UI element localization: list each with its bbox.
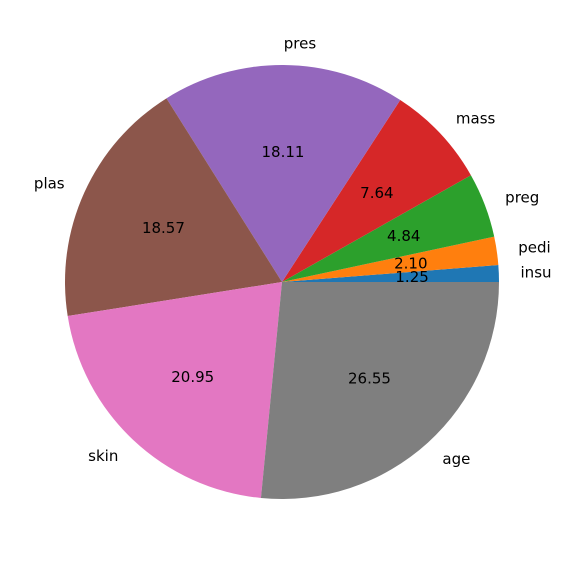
value-label-insu: 1.25 bbox=[395, 268, 428, 286]
category-label-pres: pres bbox=[284, 34, 317, 52]
pie-slice-insu bbox=[282, 264, 499, 282]
pie-slice-preg bbox=[282, 175, 495, 282]
pie-slices bbox=[64, 65, 499, 499]
pie-slice-age bbox=[260, 282, 499, 499]
category-label-preg: preg bbox=[505, 188, 539, 206]
category-label-plas: plas bbox=[34, 174, 65, 192]
category-label-skin: skin bbox=[88, 447, 118, 465]
value-labels: 1.252.10 4.84 7.64 18.11 18.57 20.95 26.55 bbox=[142, 143, 429, 388]
value-label-pres: 18.11 bbox=[261, 143, 304, 161]
value-label-preg: 4.84 bbox=[387, 227, 420, 245]
value-label-age: 26.55 bbox=[348, 369, 391, 387]
pie-slice-skin bbox=[67, 282, 283, 498]
pie-slice-pedi bbox=[282, 236, 499, 282]
value-label-pedi: 2.10 bbox=[394, 254, 427, 272]
pie-slice-plas bbox=[64, 98, 282, 317]
category-label-insu: insu bbox=[521, 264, 552, 282]
value-label-plas: 18.57 bbox=[142, 219, 185, 237]
value-label-mass: 7.64 bbox=[360, 184, 393, 202]
category-label-mass: mass bbox=[456, 110, 496, 128]
category-labels: insu pedi preg mass pres plas skin age bbox=[34, 34, 552, 467]
pie-slice-mass bbox=[282, 100, 471, 282]
pie-slice-pres bbox=[166, 65, 401, 282]
value-label-skin: 20.95 bbox=[171, 368, 214, 386]
category-label-age: age bbox=[442, 450, 470, 468]
category-label-pedi: pedi bbox=[518, 239, 550, 257]
